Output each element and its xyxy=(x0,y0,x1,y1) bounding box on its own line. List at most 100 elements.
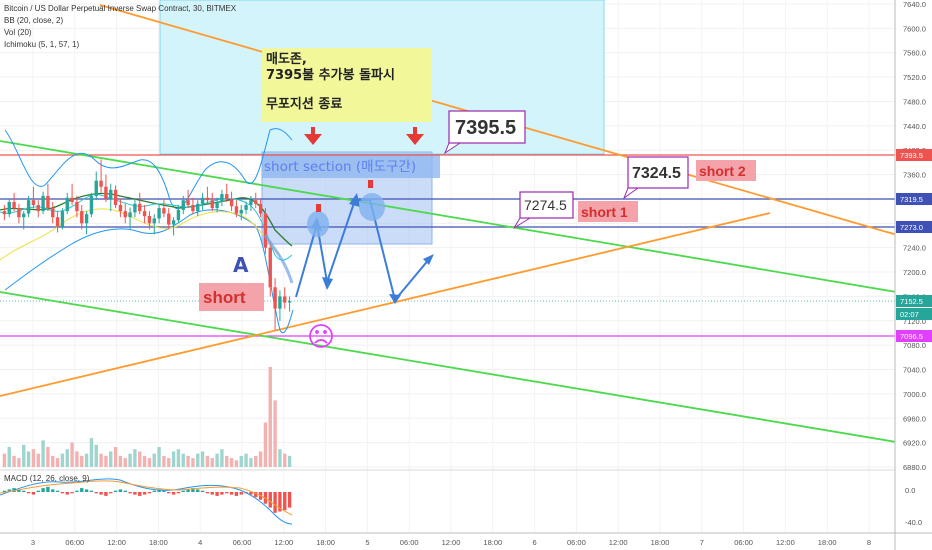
volume-bar xyxy=(109,451,113,467)
price-tick-label: 7560.0 xyxy=(903,49,926,58)
volume-bar xyxy=(118,455,123,467)
short2-label-bg xyxy=(696,160,756,181)
macd-bar xyxy=(104,492,108,496)
sad-face-icon xyxy=(309,324,333,348)
macd-tick-label: 0.0 xyxy=(905,486,915,495)
candle-body xyxy=(138,203,142,212)
volume-bar xyxy=(244,453,248,467)
candle-body xyxy=(80,211,84,224)
price-tick-label: 7440.0 xyxy=(903,122,926,131)
volume-bar xyxy=(138,451,142,467)
volume-bar xyxy=(36,453,40,467)
price-tick-label: 7200.0 xyxy=(903,268,926,277)
volume-bar xyxy=(60,453,65,467)
candle-body xyxy=(157,208,161,219)
candle-body xyxy=(12,201,16,209)
volume-bar xyxy=(215,453,219,467)
candle-body xyxy=(128,212,132,218)
price-tick-label: 7360.0 xyxy=(903,171,926,180)
candle-body xyxy=(109,189,113,199)
candle-body xyxy=(70,197,74,202)
candle-body xyxy=(104,186,108,199)
candle-body xyxy=(196,203,200,212)
volume-bar xyxy=(31,449,36,467)
volume-bar xyxy=(167,458,171,467)
candle-body xyxy=(186,200,190,206)
volume-bar xyxy=(41,440,45,467)
indicator-bb: BB (20, close, 2) xyxy=(4,16,63,25)
price-badge xyxy=(896,193,932,205)
candle-body xyxy=(287,301,292,303)
macd-bar xyxy=(41,488,45,492)
volume-bar xyxy=(12,455,16,467)
macd-bar xyxy=(138,492,142,496)
candle-body xyxy=(22,213,26,218)
price-badge-label: 02:07 xyxy=(900,310,919,319)
macd-bar xyxy=(94,492,98,494)
indicator-ichimoku: Ichimoku (5, 1, 57, 1) xyxy=(4,40,79,49)
volume-bar xyxy=(229,458,234,467)
volume-bar xyxy=(210,458,214,467)
candle-body xyxy=(239,209,243,214)
short-label: short xyxy=(203,288,246,307)
volume-bar xyxy=(225,455,229,467)
macd-bar xyxy=(99,492,103,495)
volume-bar xyxy=(234,460,239,467)
candle-body xyxy=(26,200,31,214)
macd-bar xyxy=(109,492,113,494)
macd-bar xyxy=(60,492,65,494)
price-badge xyxy=(896,308,932,320)
macd-bar xyxy=(26,492,31,494)
volume-bar xyxy=(133,449,137,467)
macd-bar xyxy=(133,492,137,495)
candle-body xyxy=(133,203,137,213)
small-red-arrow-icon xyxy=(316,204,321,212)
macd-bar xyxy=(186,489,190,492)
volume-bar xyxy=(104,455,108,467)
time-tick-label: 12:00 xyxy=(107,538,126,547)
time-axis[interactable]: 3 06:00 12:00 18:00 4 06:00 12:00 18:00 5 06:00 12… xyxy=(31,538,871,547)
time-tick-label: 18:00 xyxy=(316,538,335,547)
candle-body xyxy=(191,205,195,212)
macd-bar xyxy=(152,490,156,492)
macd-bar xyxy=(147,492,152,494)
time-tick-label: 06:00 xyxy=(65,538,84,547)
macd-bar xyxy=(225,492,229,494)
macd-bar xyxy=(234,492,239,496)
candle-body xyxy=(167,213,171,225)
candle-body xyxy=(36,205,40,212)
candle-body xyxy=(99,180,103,187)
time-tick-label: 12:00 xyxy=(609,538,628,547)
callout-7395-box xyxy=(448,110,526,144)
candle-body xyxy=(142,211,147,217)
bollinger-lower-band xyxy=(4,209,294,333)
label-a: A xyxy=(233,253,249,277)
candle-body xyxy=(60,211,65,227)
volume-bar xyxy=(268,367,272,467)
candle-body xyxy=(268,247,272,288)
candle-body xyxy=(51,208,55,218)
price-tick-label: 6960.0 xyxy=(903,414,926,423)
macd-bar xyxy=(65,492,69,495)
volume-bar xyxy=(22,444,26,467)
callout-7324-box xyxy=(627,156,689,189)
macd-bar xyxy=(287,492,292,508)
small-red-arrow-icon xyxy=(368,180,373,188)
candle-body xyxy=(244,205,248,210)
candle-body xyxy=(273,287,277,309)
green-lower-trendline[interactable] xyxy=(0,291,932,449)
volume-bar xyxy=(249,458,253,467)
macd-bar xyxy=(167,492,171,494)
chart-title: Bitcoin / US Dollar Perpetual Inverse Sw… xyxy=(4,4,237,13)
volume-bar xyxy=(278,449,282,467)
candle-body xyxy=(46,195,50,209)
price-tick-label: 7240.0 xyxy=(903,244,926,253)
candle-body xyxy=(2,211,7,215)
candle-body xyxy=(205,197,210,201)
price-tick-label: 7040.0 xyxy=(903,366,926,375)
orange-ascending-trendline[interactable] xyxy=(0,212,771,397)
macd-bar xyxy=(128,492,132,494)
macd-bar xyxy=(157,489,161,492)
macd-bar xyxy=(55,490,60,492)
